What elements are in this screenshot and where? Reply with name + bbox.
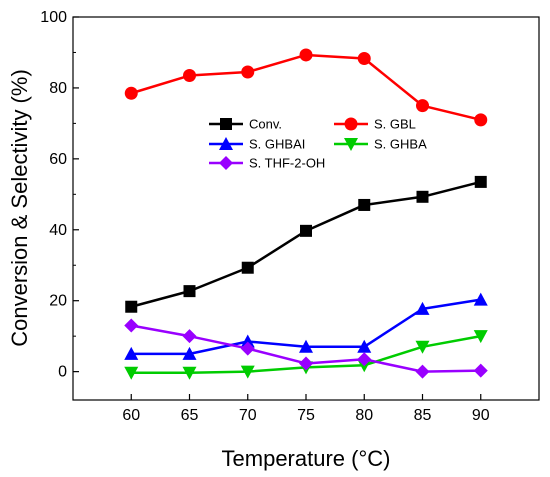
x-tick-label: 85	[414, 407, 432, 424]
legend-label: Conv.	[249, 117, 282, 132]
y-tick-label: 80	[49, 80, 67, 97]
x-tick-label: 80	[355, 407, 373, 424]
data-point	[240, 334, 255, 348]
y-axis-title: Conversion & Selectivity (%)	[7, 69, 32, 347]
series-s-thf-2-oh	[124, 318, 488, 379]
legend: Conv. S. GBL S. GHBAI S. GHBA S. THF-2-OH	[209, 117, 427, 171]
data-point	[124, 318, 139, 333]
data-point	[124, 366, 139, 380]
y-tick-label: 20	[49, 293, 67, 310]
x-tick-label: 90	[472, 407, 490, 424]
data-point	[183, 69, 196, 83]
data-point	[182, 346, 197, 360]
y-tick-label: 0	[58, 364, 67, 381]
x-axis-title: Temperature (°C)	[222, 446, 391, 471]
x-tick-label: 70	[239, 407, 257, 424]
series-s-gbl	[124, 48, 488, 127]
data-point	[416, 99, 429, 113]
data-point	[357, 352, 372, 367]
legend-item: Conv.	[209, 117, 282, 132]
data-point	[125, 300, 138, 313]
legend-item: S. GHBAI	[209, 137, 305, 152]
x-tick-label: 65	[181, 407, 199, 424]
data-point	[240, 365, 255, 379]
data-point	[357, 339, 372, 353]
data-point	[241, 261, 254, 274]
y-tick-label: 40	[49, 222, 67, 239]
y-tick-label: 100	[40, 9, 67, 26]
data-point	[241, 65, 255, 79]
x-tick-label: 75	[297, 407, 315, 424]
legend-marker	[344, 138, 358, 151]
legend-item: S. GBL	[334, 117, 416, 132]
data-point	[183, 285, 196, 298]
ticks-layer: 60 65 70 75 80 85 90 0 20 40 60 80 100	[40, 9, 489, 424]
data-point	[124, 346, 139, 360]
legend-label: S. GBL	[374, 117, 416, 132]
series-line	[130, 53, 482, 122]
data-point	[182, 366, 197, 380]
legend-item: S. THF-2-OH	[209, 156, 325, 171]
series-conv-	[125, 175, 487, 313]
data-point	[240, 341, 255, 356]
data-point	[473, 330, 488, 344]
data-point	[300, 224, 312, 237]
legend-marker	[219, 156, 233, 170]
data-point	[299, 339, 313, 353]
legend-label: S. THF-2-OH	[249, 156, 325, 171]
data-point	[299, 356, 313, 371]
y-tick-label: 60	[49, 151, 67, 168]
data-point	[473, 363, 488, 378]
data-point	[415, 340, 430, 354]
legend-marker	[219, 137, 233, 150]
legend-label: S. GHBA	[374, 137, 427, 152]
data-point	[182, 329, 197, 344]
data-point	[474, 175, 487, 188]
legend-item: S. GHBA	[334, 137, 427, 152]
x-tick-label: 60	[122, 407, 140, 424]
legend-marker	[344, 117, 358, 131]
data-point	[416, 190, 429, 203]
series-s-ghbai	[124, 292, 488, 360]
data-point	[299, 48, 313, 62]
data-point	[473, 292, 488, 306]
data-point	[415, 301, 430, 315]
data-point	[358, 198, 371, 211]
data-point	[124, 86, 138, 100]
legend-label: S. GHBAI	[249, 137, 305, 152]
data-point	[415, 364, 430, 379]
data-point	[474, 113, 488, 127]
data-point	[357, 51, 371, 65]
series-layer	[124, 48, 488, 380]
legend-marker	[220, 118, 232, 130]
